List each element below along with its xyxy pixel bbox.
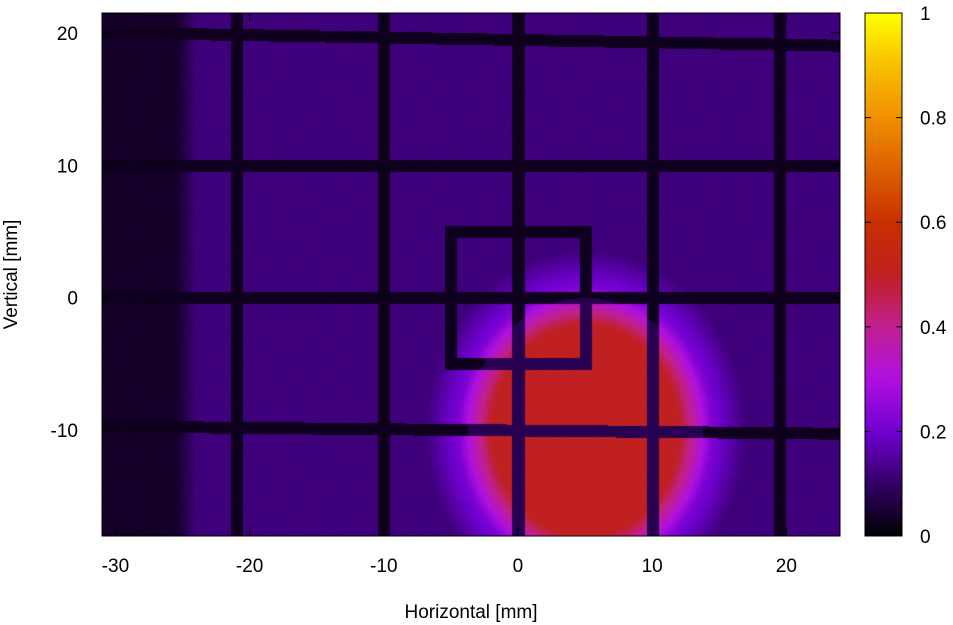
y-tick-label: 20 — [57, 24, 78, 45]
colorbar-tick-label: 0.4 — [920, 318, 947, 339]
colorbar-tick-label: 1 — [920, 4, 931, 25]
x-tick-label: -30 — [102, 556, 129, 577]
x-tick-label: 20 — [776, 556, 797, 577]
y-tick-label: 10 — [57, 156, 78, 177]
x-tick-label: -20 — [236, 556, 263, 577]
colorbar-tick-label: 0 — [920, 527, 931, 548]
x-tick-label: -10 — [370, 556, 397, 577]
x-tick-label: 10 — [642, 556, 663, 577]
colorbar — [865, 13, 902, 536]
colorbar-tick-label: 0.6 — [920, 213, 946, 234]
x-tick-label: 0 — [513, 556, 524, 577]
colorbar-tick-label: 0.2 — [920, 422, 946, 443]
colorbar-tick-label: 0.8 — [920, 109, 946, 130]
x-axis-label: Horizontal [mm] — [404, 602, 537, 623]
heatmap-image — [102, 13, 840, 536]
y-tick-label: -10 — [51, 421, 78, 442]
y-axis-label: Vertical [mm] — [1, 220, 22, 330]
y-tick-label: 0 — [67, 289, 78, 310]
